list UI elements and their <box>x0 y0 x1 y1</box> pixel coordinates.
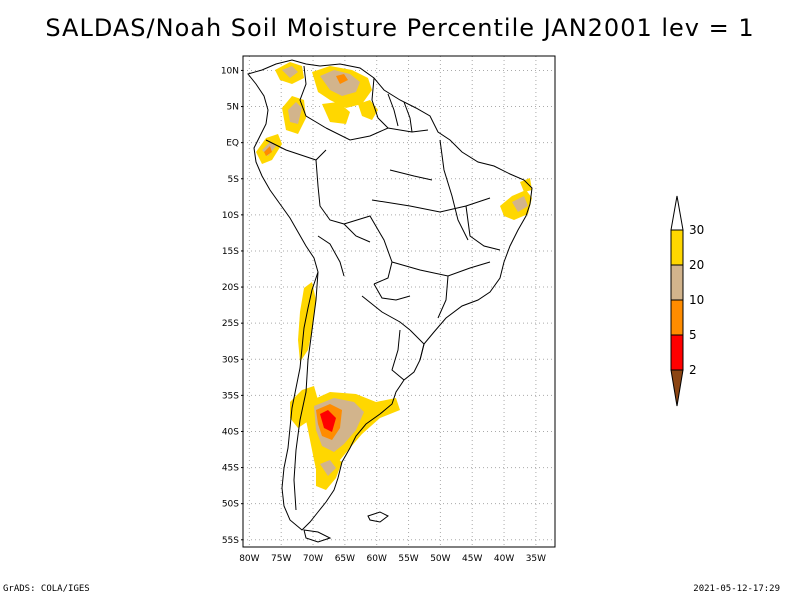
border-brazil-internal-6 <box>389 169 433 181</box>
lat-tick-label: 40S <box>222 427 239 437</box>
border-colombia-venezuela <box>299 65 327 129</box>
lat-tick-label: 20S <box>222 283 239 293</box>
region-venezuela-orange <box>336 74 348 84</box>
legend-value-label: 10 <box>689 293 704 307</box>
legend-value-label: 5 <box>689 328 697 342</box>
lon-tick-label: 70W <box>303 554 323 564</box>
lon-tick-label: 45W <box>462 554 482 564</box>
island-falklands <box>367 511 389 523</box>
region-patagonia-south-tan <box>320 460 336 476</box>
legend-value-label: 30 <box>689 223 704 237</box>
lat-tick-label: 10S <box>222 211 239 221</box>
border-brazil-internal-1 <box>371 197 491 213</box>
legend-above-30 <box>670 195 684 231</box>
lon-tick-label: 80W <box>239 554 259 564</box>
lat-tick-label: 45S <box>222 464 239 474</box>
continent-outline <box>247 59 533 531</box>
border-colombia-peru <box>265 139 327 161</box>
region-venezuela-central <box>322 102 350 124</box>
color-legend: 30 20 10 5 2 <box>670 195 704 407</box>
legend-5-10 <box>670 299 684 336</box>
lon-tick-label: 55W <box>398 554 418 564</box>
region-ne-brazil-2 <box>520 178 532 192</box>
border-brazil-internal-3 <box>391 261 491 277</box>
legend-value-label: 2 <box>689 363 697 377</box>
legend-20-30 <box>670 229 684 266</box>
legend-2-5 <box>670 334 684 371</box>
map-frame <box>242 55 556 548</box>
lat-tick-label: EQ <box>226 139 239 149</box>
lat-tick-label: 5N <box>227 103 239 113</box>
border-argentina-paraguay <box>361 295 411 331</box>
lat-tick-label: 30S <box>222 355 239 365</box>
footer-timestamp: 2021-05-12-17:29 <box>693 584 780 594</box>
lat-tick-label: 50S <box>222 500 239 510</box>
lat-tick-label: 10N <box>221 66 239 76</box>
lon-tick-label: 40W <box>494 554 514 564</box>
lon-tick-label: 60W <box>367 554 387 564</box>
border-brazil-internal-5 <box>465 205 501 251</box>
lon-tick-label: 35W <box>526 554 546 564</box>
latitude-labels: 10N 5N EQ 5S 10S 15S 20S 25S 30S 35S 40S 45S 50S 55S <box>221 66 243 546</box>
border-bolivia-brazil <box>343 215 393 285</box>
lat-tick-label: 35S <box>222 391 239 401</box>
border-chile-argentina <box>293 271 319 511</box>
lon-tick-label: 65W <box>335 554 355 564</box>
region-ne-brazil-tan <box>512 196 528 212</box>
footer-credit: GrADS: COLA/IGES <box>3 584 90 594</box>
region-colombia-north-tan <box>282 66 298 78</box>
region-ecuador-orange <box>264 146 272 156</box>
island-tierra-del-fuego <box>303 529 332 543</box>
legend-10-20 <box>670 264 684 301</box>
border-argentina-uruguay <box>391 329 405 381</box>
border-brazil-internal-4 <box>437 275 449 319</box>
lat-tick-label: 5S <box>228 175 240 185</box>
region-venezuela-small <box>358 100 378 120</box>
border-bolivia-paraguay <box>373 283 411 301</box>
grid-lines <box>243 56 555 547</box>
map-title: SALDAS/Noah Soil Moisture Percentile JAN… <box>45 14 755 42</box>
lat-tick-label: 15S <box>222 247 239 257</box>
border-venezuela-guyana <box>371 77 389 129</box>
legend-labels: 30 20 10 5 2 <box>689 223 704 377</box>
lon-tick-label: 50W <box>430 554 450 564</box>
longitude-labels: 80W 75W 70W 65W 60W 55W 50W 45W 40W 35W <box>239 554 546 564</box>
border-peru-brazil <box>315 159 371 243</box>
border-peru-bolivia <box>317 235 345 277</box>
border-brazil-uruguay <box>409 329 425 361</box>
region-colombia-central-tan <box>288 102 302 124</box>
lon-tick-label: 75W <box>271 554 291 564</box>
border-brazil-north <box>325 127 429 141</box>
lat-tick-label: 55S <box>222 536 239 546</box>
shaded-regions <box>256 62 532 490</box>
legend-below-2 <box>670 369 684 407</box>
lat-tick-label: 25S <box>222 319 239 329</box>
border-suriname-guiana <box>403 101 413 133</box>
border-guyana-suriname <box>387 93 399 127</box>
legend-value-label: 20 <box>689 258 704 272</box>
region-patagonia-red <box>320 410 336 432</box>
border-brazil-internal-2 <box>439 139 469 241</box>
coastlines <box>247 59 533 543</box>
